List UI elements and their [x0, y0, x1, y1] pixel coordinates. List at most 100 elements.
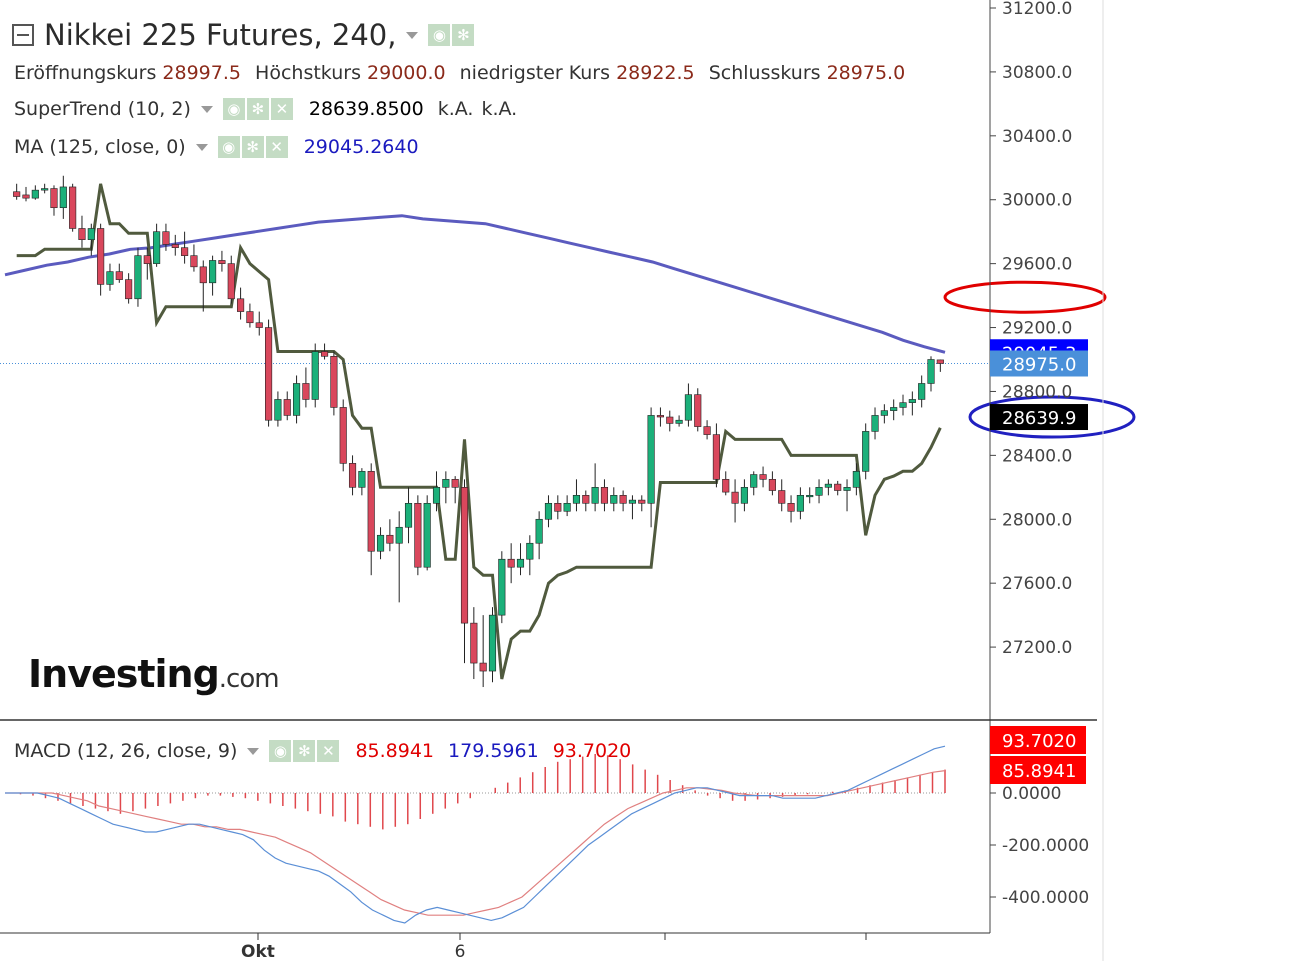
- candle-up: [796, 495, 804, 512]
- price-label-bg: [990, 350, 1088, 377]
- candle-down: [386, 534, 394, 544]
- time-tick-label: 6: [455, 942, 466, 961]
- macd-value-3: 93.7020: [552, 740, 632, 762]
- gear-icon[interactable]: ✻: [241, 136, 264, 158]
- candle-up: [311, 351, 319, 400]
- macd-value-label-text: 93.7020: [1002, 731, 1076, 752]
- candle-up: [376, 534, 385, 552]
- candle-up: [395, 526, 403, 544]
- annotation-blue-ellipse: [968, 395, 1136, 439]
- price-tick-label: 30000.0: [1002, 191, 1072, 211]
- candle-down: [722, 479, 730, 493]
- price-tick-label: 31200.0: [1002, 0, 1072, 19]
- candle-up: [806, 495, 814, 498]
- candle-down: [265, 327, 273, 421]
- candle-up: [404, 502, 413, 528]
- candle-up: [815, 487, 823, 496]
- candle-down: [619, 495, 627, 504]
- price-tick-label: 28800.0: [1002, 382, 1072, 402]
- eye-icon[interactable]: ◉: [217, 136, 240, 158]
- chevron-down-icon[interactable]: [247, 747, 260, 755]
- logo-brand: Investing: [28, 652, 220, 696]
- candle-down: [78, 228, 86, 240]
- close-icon[interactable]: ✕: [270, 98, 293, 120]
- signal-line: [5, 770, 946, 916]
- open-label: Eröffnungskurs: [14, 62, 157, 84]
- logo-suffix: .com: [218, 664, 280, 694]
- candle-down: [69, 186, 77, 229]
- candle-up: [843, 487, 851, 491]
- candle-up: [526, 542, 534, 560]
- candle-down: [330, 356, 338, 408]
- gear-icon[interactable]: ✻: [246, 98, 269, 120]
- candle-down: [638, 499, 646, 504]
- candle-up: [610, 495, 618, 504]
- candle-down: [50, 188, 58, 209]
- candle-down: [759, 474, 767, 480]
- chart-title-row: Nikkei 225 Futures, 240, ◉ ✻: [12, 18, 476, 52]
- candle-up: [488, 614, 497, 672]
- candle-up: [106, 271, 114, 285]
- candle-up: [750, 474, 758, 488]
- candle-down: [13, 191, 21, 197]
- gear-icon[interactable]: ✻: [452, 24, 475, 46]
- candle-up: [908, 399, 916, 403]
- collapse-icon[interactable]: [12, 24, 34, 46]
- candle-up: [628, 499, 637, 504]
- candle-up: [647, 415, 655, 504]
- candle-down: [246, 311, 254, 324]
- candle-up: [871, 415, 879, 432]
- price-tick-label: 27200.0: [1002, 638, 1072, 658]
- candle-down: [218, 260, 226, 264]
- candle-up: [358, 471, 366, 488]
- candle-down: [768, 479, 776, 491]
- candle-down: [190, 255, 198, 268]
- candle-down: [162, 231, 170, 245]
- candle-up: [544, 502, 553, 520]
- candle-up: [918, 383, 926, 400]
- gear-icon[interactable]: ✻: [293, 740, 316, 762]
- candle-up: [824, 483, 832, 488]
- candle-down: [414, 502, 422, 568]
- candle-down: [554, 502, 562, 512]
- macd-value-label-bg: [990, 756, 1086, 784]
- candle-down: [302, 383, 310, 400]
- ma-legend: MA (125, close, 0) ◉ ✻ ✕ 29045.2640: [14, 136, 419, 158]
- candle-down: [367, 471, 375, 552]
- candle-down: [181, 247, 189, 256]
- candle-up: [432, 487, 441, 504]
- candle-down: [470, 622, 478, 664]
- price-tick-label: 29200.0: [1002, 319, 1072, 339]
- candle-down: [339, 407, 347, 464]
- chevron-down-icon[interactable]: [200, 105, 213, 113]
- candle-up: [890, 407, 898, 411]
- eye-icon[interactable]: ◉: [269, 740, 292, 762]
- candle-down: [600, 487, 609, 504]
- annotation-red-ellipse: [943, 280, 1107, 314]
- candle-up: [675, 419, 683, 424]
- chevron-down-icon[interactable]: [195, 143, 208, 151]
- candle-down: [97, 228, 105, 285]
- candle-up: [274, 399, 282, 421]
- candle-up: [591, 487, 599, 504]
- price-tick-label: 28000.0: [1002, 510, 1072, 530]
- candle-down: [787, 502, 795, 512]
- chevron-down-icon[interactable]: [406, 31, 419, 39]
- macd-legend: MACD (12, 26, close, 9) ◉ ✻ ✕ 85.8941 17…: [14, 740, 631, 762]
- close-icon[interactable]: ✕: [317, 740, 340, 762]
- candle-down: [731, 491, 739, 504]
- price-tick-label: 30400.0: [1002, 127, 1072, 147]
- candle-up: [498, 558, 506, 616]
- candle-down: [712, 434, 720, 480]
- candle-down: [451, 479, 459, 488]
- candle-down: [582, 495, 590, 504]
- eye-icon[interactable]: ◉: [428, 24, 451, 46]
- macd-value-label-bg: [990, 726, 1086, 754]
- price-tick-label: 29600.0: [1002, 255, 1072, 275]
- supertrend-name: SuperTrend (10, 2): [14, 98, 191, 120]
- candle-down: [460, 487, 469, 624]
- close-icon[interactable]: ✕: [265, 136, 288, 158]
- eye-icon[interactable]: ◉: [222, 98, 245, 120]
- candle-up: [535, 518, 543, 544]
